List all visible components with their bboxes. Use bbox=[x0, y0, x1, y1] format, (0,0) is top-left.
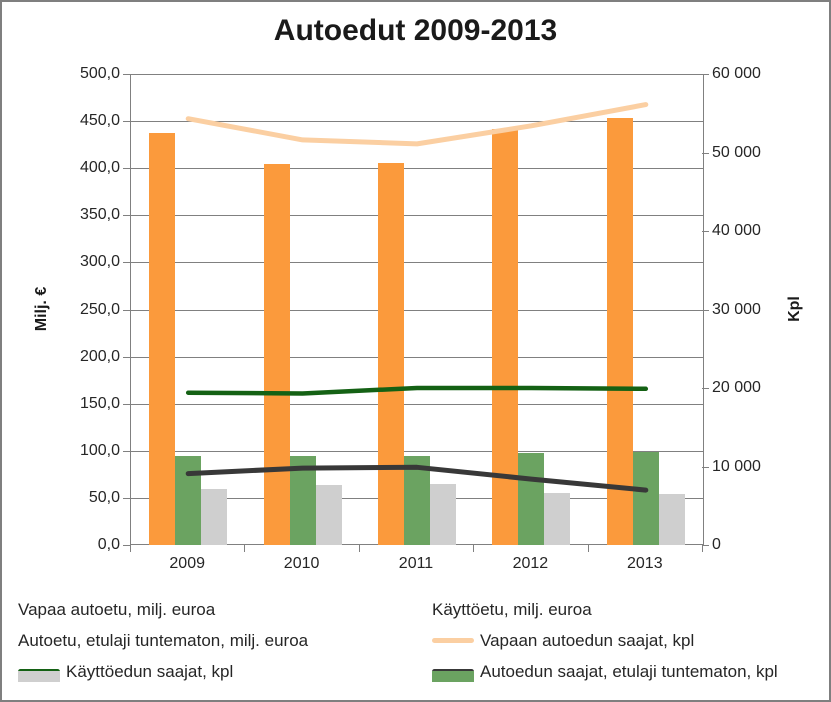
axis-tick bbox=[702, 231, 709, 232]
legend-label: Vapaan autoedun saajat, kpl bbox=[480, 630, 695, 650]
bar-k-ytt-etu-2013 bbox=[632, 451, 659, 545]
gridline bbox=[131, 74, 703, 75]
y-left-tick-label: 200,0 bbox=[79, 347, 120, 365]
legend-item-autoedun-saajat: Autoedun saajat, etulaji tuntematon, kpl bbox=[432, 661, 822, 682]
axis-tick bbox=[702, 466, 709, 468]
y-left-tick-label: 50,0 bbox=[88, 488, 120, 506]
y-left-tick-label: 500,0 bbox=[79, 65, 120, 82]
y-right-tick-label: 60 000 bbox=[712, 65, 761, 82]
legend-label: Autoedun saajat, etulaji tuntematon, kpl bbox=[480, 661, 778, 681]
y-left-tick-label: 300,0 bbox=[79, 253, 120, 271]
y-left-tick-label: 250,0 bbox=[79, 300, 120, 318]
axis-tick bbox=[123, 74, 130, 75]
legend-item-k-ytt-edun-saajat: Käyttöedun saajat, kpl bbox=[18, 661, 432, 682]
axis-tick bbox=[702, 309, 709, 311]
bar-autoetu-2011 bbox=[430, 483, 456, 545]
bar-k-ytt-etu-2012 bbox=[518, 452, 545, 545]
gridline bbox=[131, 450, 703, 452]
bar-vapaa-autoetu-2013 bbox=[606, 118, 633, 545]
legend-bar-swatch bbox=[18, 671, 60, 682]
gridline bbox=[131, 168, 703, 170]
x-tick-label-2010: 2010 bbox=[283, 555, 320, 572]
axis-tick bbox=[587, 545, 589, 552]
x-tick-label-2009: 2009 bbox=[169, 555, 205, 572]
legend-label: Autoetu, etulaji tuntematon, milj. euroa bbox=[18, 630, 309, 650]
y-right-tick-label: 40 000 bbox=[712, 222, 761, 239]
y-left-tick-label: 350,0 bbox=[79, 206, 120, 224]
line-k-ytt-edun-saajat bbox=[185, 385, 649, 396]
axis-tick bbox=[123, 168, 130, 170]
plot-area bbox=[130, 74, 704, 545]
y-left-tick-label: 150,0 bbox=[79, 394, 120, 412]
legend-line-swatch bbox=[432, 638, 474, 643]
bar-k-ytt-etu-2010 bbox=[289, 456, 316, 545]
y-right-tick-label: 30 000 bbox=[712, 300, 761, 318]
y-left-tick-label: 400,0 bbox=[79, 159, 120, 177]
axis-tick bbox=[123, 497, 130, 499]
axis-tick bbox=[702, 74, 709, 75]
bar-vapaa-autoetu-2009 bbox=[149, 133, 176, 545]
bar-autoetu-2009 bbox=[201, 489, 228, 545]
gridline bbox=[131, 262, 703, 264]
chart-title: Autoedut 2009-2013 bbox=[273, 14, 558, 47]
legend-label: Vapaa autoetu, milj. euroa bbox=[18, 599, 216, 619]
axis-tick bbox=[123, 309, 130, 311]
x-tick-label-2011: 2011 bbox=[398, 555, 434, 572]
bar-autoetu-2012 bbox=[544, 493, 571, 545]
legend-item-vapaa-autoetu: Vapaa autoetu, milj. euroa bbox=[18, 599, 432, 682]
line-autoedun-saajat bbox=[185, 464, 649, 493]
axis-tick bbox=[358, 545, 360, 552]
line-vapaan-autoedun-saajat bbox=[185, 102, 649, 147]
y-right-tick-label: 50 000 bbox=[712, 143, 761, 161]
y-left-tick-label: 450,0 bbox=[79, 112, 120, 130]
legend: Vapaa autoetu, milj. euroa Käyttöetu, mil… bbox=[18, 599, 822, 682]
axis-tick bbox=[123, 450, 130, 452]
gridline bbox=[131, 215, 703, 217]
axis-tick bbox=[123, 403, 130, 405]
y-right-tick-label: 0 bbox=[712, 536, 721, 553]
axis-tick bbox=[123, 545, 130, 546]
legend-bar-swatch bbox=[432, 671, 474, 682]
legend-item-vapaan-autoedun-saajat: Vapaan autoedun saajat, kpl bbox=[432, 630, 822, 651]
legend-label: Käyttöedun saajat, kpl bbox=[66, 661, 234, 681]
gridline bbox=[131, 309, 703, 311]
y-right-tick-label: 20 000 bbox=[712, 379, 761, 396]
legend-item-autoetu: Autoetu, etulaji tuntematon, milj. euroa bbox=[18, 630, 432, 682]
axis-tick bbox=[473, 545, 475, 552]
x-tick-label-2012: 2012 bbox=[512, 555, 549, 572]
axis-tick bbox=[123, 356, 130, 358]
bar-autoetu-2010 bbox=[315, 484, 342, 545]
y-left-tick-label: 0,0 bbox=[97, 536, 120, 553]
legend-item-k-ytt-etu: Käyttöetu, milj. euroa bbox=[432, 599, 822, 682]
y-right-tick-label: 10 000 bbox=[712, 457, 761, 475]
axis-tick bbox=[244, 545, 246, 552]
line-series-layer bbox=[185, 102, 649, 493]
axis-tick bbox=[123, 215, 130, 217]
axis-tick bbox=[130, 545, 131, 552]
axis-tick bbox=[702, 388, 709, 389]
axis-tick bbox=[123, 121, 130, 123]
bar-vapaa-autoetu-2010 bbox=[263, 163, 290, 545]
gridline bbox=[131, 403, 703, 405]
gridline bbox=[131, 356, 703, 358]
legend-label: Käyttöetu, milj. euroa bbox=[432, 599, 592, 619]
axis-tick bbox=[123, 262, 130, 264]
bar-k-ytt-etu-2009 bbox=[175, 455, 202, 545]
right-axis-title: Kpl bbox=[786, 296, 803, 322]
bar-autoetu-2013 bbox=[658, 494, 685, 545]
axis-tick bbox=[702, 152, 709, 154]
bar-vapaa-autoetu-2011 bbox=[378, 162, 404, 545]
axis-tick bbox=[702, 545, 703, 552]
x-tick-label-2013: 2013 bbox=[627, 555, 663, 572]
axis-tick bbox=[702, 545, 709, 546]
gridline bbox=[131, 121, 703, 123]
y-left-tick-label: 100,0 bbox=[79, 441, 120, 459]
